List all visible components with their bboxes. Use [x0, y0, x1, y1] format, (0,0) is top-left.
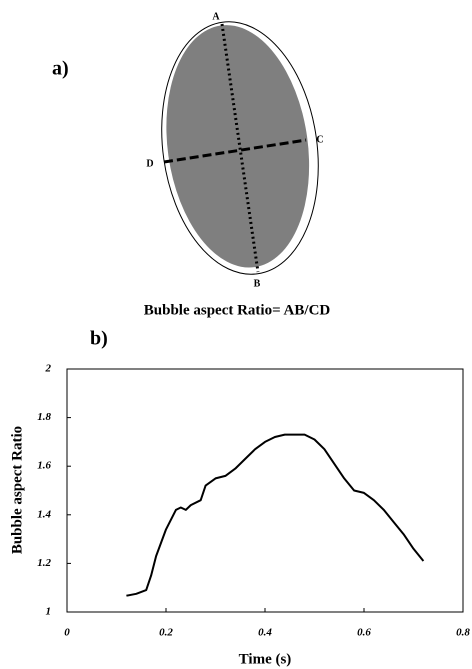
point-label: C: [316, 134, 323, 145]
plot-frame: [67, 369, 463, 612]
page: {"figure": {"panel_a_label": "a)", "poin…: [0, 0, 472, 669]
x-tick-label: 0.8: [456, 627, 470, 639]
y-tick-label: 1.2: [37, 557, 51, 569]
y-tick-label: 1.6: [37, 460, 51, 472]
x-tick-label: 0.4: [258, 627, 272, 639]
y-axis-label: Bubble aspect Ratio: [9, 426, 25, 554]
bubble-shape: [151, 16, 324, 277]
point-label: B: [254, 278, 261, 289]
y-tick-label: 1.8: [37, 411, 51, 423]
data-line: [126, 435, 423, 596]
point-label: D: [146, 158, 153, 169]
point-label: A: [212, 11, 220, 22]
y-tick-label: 1.4: [37, 508, 51, 520]
x-tick-label: 0.2: [159, 627, 173, 639]
panel-label: b): [90, 328, 108, 350]
x-tick-label: 0: [64, 627, 70, 639]
x-tick-label: 0.6: [357, 627, 371, 639]
x-axis-label: Time (s): [239, 651, 292, 667]
y-tick-label: 1: [46, 606, 52, 618]
figure: a) A B C D Bubble aspect Ratio= AB/CD b)…: [0, 0, 472, 669]
caption: Bubble aspect Ratio= AB/CD: [144, 302, 331, 318]
y-tick-label: 2: [45, 363, 52, 375]
panel-label: a): [52, 58, 69, 80]
